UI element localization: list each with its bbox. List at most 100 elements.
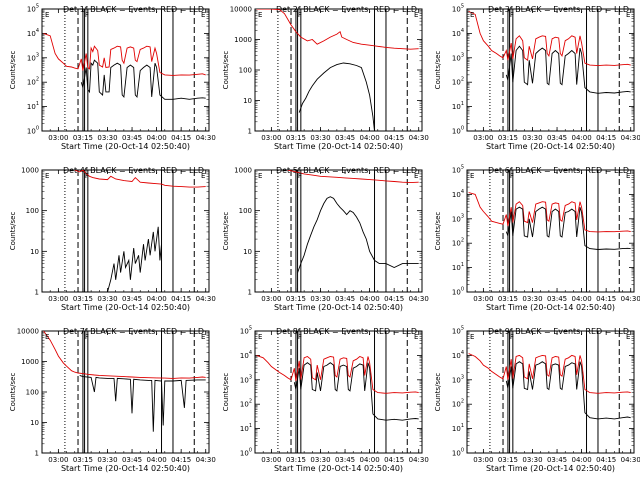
marker-lines	[489, 9, 620, 131]
plot-frame	[466, 8, 635, 132]
y-tick-label: 101	[240, 423, 252, 433]
y-tick-label: 104	[452, 28, 464, 38]
corner-label: F	[510, 172, 514, 180]
marker-lines	[64, 331, 195, 453]
x-tick-label: 03:15	[73, 456, 93, 464]
y-tick-label: 102	[27, 77, 39, 87]
y-tick-label: 104	[452, 189, 464, 199]
x-tick-label: 03:00	[48, 295, 68, 303]
x-tick-label: 04:00	[572, 295, 592, 303]
marker-lines	[64, 9, 195, 131]
x-tick-label: 03:30	[310, 456, 330, 464]
series-events-line	[80, 59, 206, 100]
y-tick-label: 10	[30, 248, 39, 256]
corner-label: E	[414, 172, 418, 180]
x-tick-label: 03:15	[286, 456, 306, 464]
y-axis-label: Counts/sec	[9, 212, 17, 251]
corner-label: F	[510, 11, 514, 19]
y-axis-label: Counts/sec	[9, 51, 17, 90]
x-axis-label: Start Time (20-Oct-14 02:50:40)	[486, 464, 615, 473]
x-tick-label: 04:15	[596, 295, 616, 303]
series-lld-line	[468, 192, 631, 233]
x-tick-label: 03:00	[473, 295, 493, 303]
x-tick-label: 04:15	[596, 456, 616, 464]
x-tick-label: 03:15	[286, 134, 306, 142]
corner-label: E	[414, 333, 418, 341]
x-axis-label: Start Time (20-Oct-14 02:50:40)	[61, 303, 190, 312]
corner-label: E	[626, 172, 630, 180]
corner-label: F	[298, 11, 302, 19]
y-tick-label: 100	[239, 207, 252, 215]
series-group	[256, 9, 419, 131]
y-tick-label: 104	[452, 350, 464, 360]
series-lld-line	[468, 353, 631, 394]
y-tick-label: 103	[452, 213, 464, 223]
series-events-line	[505, 45, 631, 94]
y-tick-label: 100	[27, 126, 39, 136]
corner-label: E	[258, 11, 262, 19]
y-tick-label: 10	[30, 419, 39, 427]
y-tick-label: 10000	[230, 6, 252, 14]
y-axis-label: Counts/sec	[222, 51, 230, 90]
y-axis-label: Counts/sec	[222, 373, 230, 412]
x-tick-label: 03:00	[261, 295, 281, 303]
series-events-line	[505, 206, 631, 250]
corner-label: F	[510, 333, 514, 341]
plot-frame	[41, 330, 210, 454]
x-tick-label: 03:45	[335, 295, 355, 303]
x-tick-label: 03:15	[498, 295, 518, 303]
x-tick-label: 03:45	[335, 134, 355, 142]
x-tick-label: 03:00	[48, 456, 68, 464]
x-axis-label: Start Time (20-Oct-14 02:50:40)	[274, 464, 403, 473]
y-tick-label: 102	[452, 238, 464, 248]
x-tick-label: 04:00	[360, 456, 380, 464]
y-tick-label: 102	[452, 77, 464, 87]
x-tick-label: 03:45	[547, 295, 567, 303]
x-tick-label: 04:00	[572, 134, 592, 142]
y-tick-label: 101	[452, 101, 464, 111]
x-tick-label: 03:30	[97, 456, 117, 464]
corner-label: E	[626, 11, 630, 19]
y-tick-label: 1000	[234, 167, 252, 175]
y-tick-label: 102	[240, 399, 252, 409]
y-tick-label: 10	[243, 248, 252, 256]
series-group	[287, 170, 419, 273]
x-tick-label: 03:30	[522, 456, 542, 464]
x-axis-label: Start Time (20-Oct-14 02:50:40)	[274, 142, 403, 151]
y-tick-label: 103	[240, 374, 252, 384]
x-tick-label: 03:30	[97, 295, 117, 303]
series-lld-line	[287, 170, 419, 184]
x-tick-label: 04:30	[409, 295, 429, 303]
y-axis-label: Counts/sec	[222, 212, 230, 251]
series-group	[256, 354, 419, 421]
y-tick-label: 1000	[234, 36, 252, 44]
y-tick-label: 100	[26, 389, 39, 397]
y-tick-label: 100	[452, 126, 464, 136]
x-tick-label: 03:45	[547, 134, 567, 142]
y-tick-label: 105	[240, 326, 252, 336]
y-tick-label: 101	[452, 262, 464, 272]
y-axis-label: Counts/sec	[434, 51, 442, 90]
x-tick-label: 04:00	[147, 456, 167, 464]
x-tick-label: 03:45	[122, 456, 142, 464]
marker-lines	[489, 331, 620, 453]
y-tick-label: 103	[27, 52, 39, 62]
series-lld-line	[468, 10, 631, 67]
x-tick-label: 04:00	[147, 134, 167, 142]
x-tick-label: 03:30	[310, 295, 330, 303]
y-tick-label: 105	[452, 4, 464, 14]
x-tick-label: 04:30	[196, 456, 216, 464]
series-events-line	[297, 196, 419, 273]
marker-lines	[277, 170, 408, 292]
series-lld-line	[256, 354, 419, 394]
series-group	[468, 10, 631, 94]
x-tick-label: 03:45	[122, 295, 142, 303]
plot-frame	[254, 330, 423, 454]
